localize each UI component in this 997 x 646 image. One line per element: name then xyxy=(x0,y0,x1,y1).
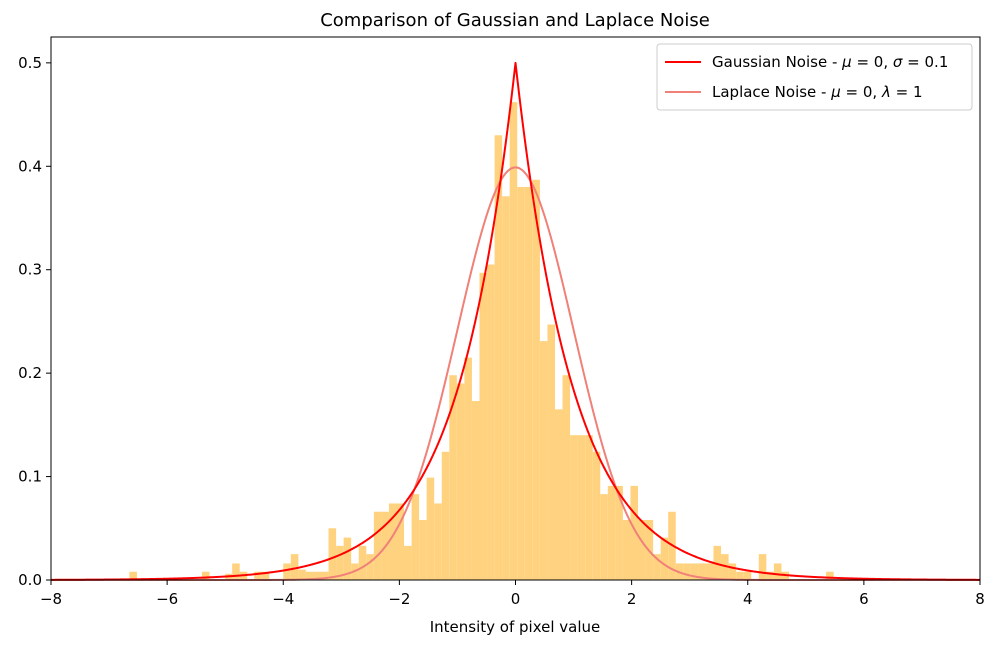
x-tick-label: 6 xyxy=(859,590,869,608)
y-tick-label: 0.4 xyxy=(18,157,42,175)
histogram-bar xyxy=(449,375,457,580)
histogram-bar xyxy=(298,569,306,580)
histogram-bar xyxy=(713,545,722,580)
histogram-bar xyxy=(388,503,397,580)
histogram-bar xyxy=(254,571,262,580)
histogram-bar xyxy=(456,383,465,580)
histogram-bar xyxy=(434,503,442,580)
x-axis: −8 −6 −4 −2 0 2 4 6 8 xyxy=(40,580,985,608)
histogram-bar xyxy=(396,503,405,580)
histogram-bar xyxy=(539,341,548,580)
histogram-bar xyxy=(547,324,555,580)
histogram-bar xyxy=(683,563,691,580)
histogram-bar xyxy=(464,357,472,580)
y-tick-label: 0.0 xyxy=(18,571,42,589)
histogram-bar xyxy=(502,196,510,580)
histogram-bar xyxy=(615,485,623,580)
histogram-bar xyxy=(554,409,563,580)
histogram-bar xyxy=(721,554,729,580)
histogram-bar xyxy=(261,571,270,580)
histogram-bar xyxy=(366,554,374,580)
histogram-bar xyxy=(494,135,503,580)
histogram-bar xyxy=(313,571,321,580)
histogram-bar xyxy=(343,537,352,580)
histogram-bar xyxy=(736,571,744,580)
histogram-bar xyxy=(758,554,767,580)
y-tick-label: 0.3 xyxy=(18,261,42,279)
histogram-bar xyxy=(585,435,593,580)
histogram-bar xyxy=(705,563,714,580)
histogram-bar xyxy=(607,485,616,580)
legend-entry-label: Laplace Noise - μ = 0, λ = 1 xyxy=(712,83,923,101)
histogram-bar xyxy=(479,272,488,580)
x-tick-label: −2 xyxy=(388,590,410,608)
x-tick-label: −6 xyxy=(156,590,178,608)
histogram-bar xyxy=(373,511,382,580)
x-tick-label: −8 xyxy=(40,590,62,608)
legend-entry-label: Gaussian Noise - μ = 0, σ = 0.1 xyxy=(712,53,948,71)
y-tick-label: 0.2 xyxy=(18,364,42,382)
histogram-bar xyxy=(524,186,533,580)
histogram-bar xyxy=(328,528,337,580)
histogram-bar xyxy=(773,563,782,580)
histogram-bar xyxy=(630,485,639,580)
x-tick-label: 0 xyxy=(511,590,521,608)
x-axis-label: Intensity of pixel value xyxy=(430,618,601,636)
histogram-bar xyxy=(305,571,314,580)
histogram-bar xyxy=(728,563,737,580)
histogram-bar xyxy=(426,477,435,580)
y-axis: 0.0 0.1 0.2 0.3 0.4 0.5 xyxy=(18,54,51,589)
histogram-bar xyxy=(336,545,344,580)
histogram-bar xyxy=(660,537,669,580)
histogram-bar xyxy=(592,451,601,580)
histogram-bar xyxy=(743,571,752,580)
histogram-bar xyxy=(358,545,367,580)
x-tick-label: −4 xyxy=(272,590,294,608)
histogram-bar xyxy=(517,186,525,580)
histogram-bar xyxy=(509,102,518,580)
y-tick-label: 0.1 xyxy=(18,468,42,486)
y-tick-label: 0.5 xyxy=(18,54,42,72)
histogram-bar xyxy=(471,401,480,580)
histogram-bar xyxy=(653,554,661,580)
x-tick-label: 4 xyxy=(743,590,753,608)
histogram-bar xyxy=(766,571,774,580)
x-tick-label: 2 xyxy=(627,590,637,608)
histogram-bar xyxy=(577,435,586,580)
histogram-bar xyxy=(411,494,420,580)
gaussian-noise-series-line xyxy=(50,61,981,581)
histogram-bar xyxy=(290,554,299,580)
histogram-bar xyxy=(532,179,540,581)
histogram-bar xyxy=(419,520,427,580)
histogram-bar xyxy=(826,571,834,580)
legend-box xyxy=(656,43,973,111)
histogram-bar xyxy=(570,435,578,580)
histogram-bar xyxy=(562,375,571,580)
x-tick-label: 8 xyxy=(975,590,985,608)
histogram-bar xyxy=(283,563,291,580)
histogram-bar xyxy=(201,571,210,580)
histogram-bar xyxy=(129,571,137,580)
histogram-bar xyxy=(622,520,631,580)
histogram-bar xyxy=(638,520,646,580)
histogram-bar xyxy=(320,571,329,580)
histogram-bar xyxy=(404,545,412,580)
histogram-bar xyxy=(232,563,240,580)
legend: Gaussian Noise - μ = 0, σ = 0.1 Laplace N… xyxy=(656,43,973,111)
chart-title: Comparison of Gaussian and Laplace Noise xyxy=(320,10,710,31)
histogram-bar xyxy=(441,451,450,580)
histogram-bar xyxy=(487,264,495,580)
histogram-bar xyxy=(698,563,706,580)
histogram-bar xyxy=(600,494,608,580)
histogram-bar xyxy=(690,563,699,580)
plot-area xyxy=(50,36,981,581)
